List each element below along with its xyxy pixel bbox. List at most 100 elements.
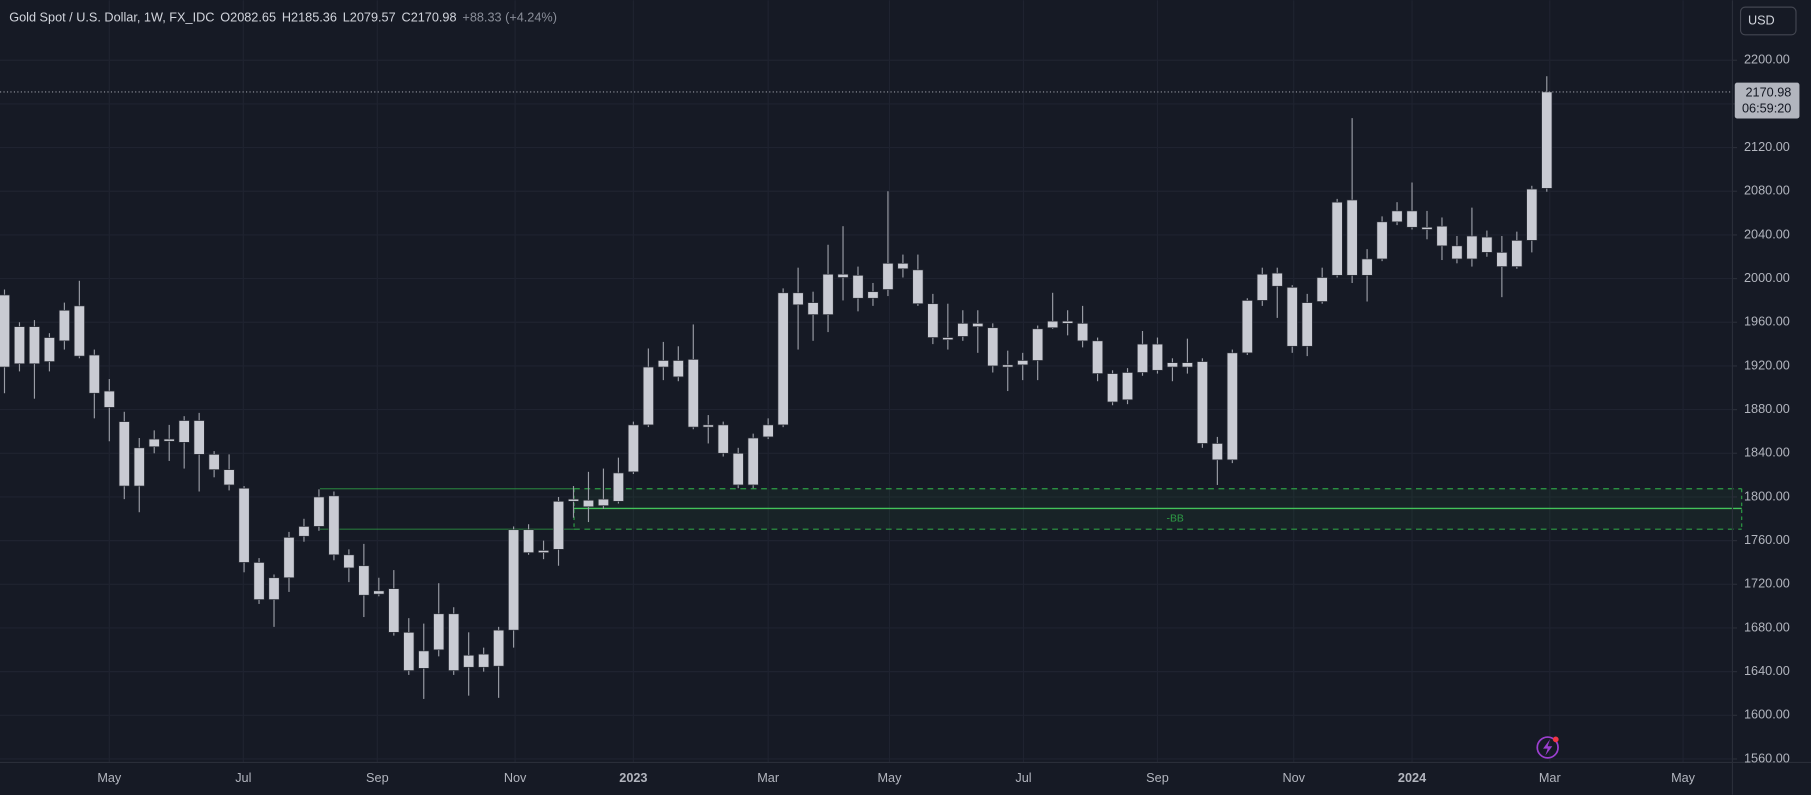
candle-body bbox=[478, 653, 490, 668]
low-value: 2079.57 bbox=[350, 11, 396, 25]
candle-body bbox=[747, 437, 759, 486]
alert-dot[interactable] bbox=[1552, 736, 1559, 743]
candle-body bbox=[1062, 320, 1074, 324]
y-tick-label: 2040.00 bbox=[1744, 227, 1790, 241]
candle-body bbox=[1032, 328, 1044, 361]
candle-body bbox=[538, 550, 550, 553]
candle-body bbox=[493, 629, 505, 667]
candle-body bbox=[73, 305, 85, 357]
currency-button-box[interactable] bbox=[1739, 6, 1797, 36]
candle-body bbox=[627, 424, 639, 473]
y-tick-label: 1920.00 bbox=[1744, 358, 1790, 372]
y-tick-label: 2120.00 bbox=[1744, 140, 1790, 154]
candle-body bbox=[867, 291, 879, 299]
close-value: 2170.98 bbox=[411, 11, 457, 25]
candle-body bbox=[1047, 320, 1059, 329]
currency-label[interactable]: USD bbox=[1748, 13, 1775, 27]
candle-body bbox=[642, 366, 654, 426]
x-tick-label: Sep bbox=[366, 771, 389, 785]
y-tick-label: 1960.00 bbox=[1744, 315, 1790, 329]
candle-body bbox=[298, 526, 310, 537]
price-label-countdown: 06:59:20 bbox=[1742, 102, 1791, 116]
alert-icon[interactable] bbox=[1536, 736, 1559, 759]
candle-body bbox=[1226, 352, 1238, 461]
candle-body bbox=[433, 613, 445, 651]
open-label: O bbox=[220, 11, 230, 25]
y-tick-label: 1600.00 bbox=[1744, 708, 1790, 722]
x-tick-label: May bbox=[1671, 771, 1696, 785]
candle-body bbox=[927, 303, 939, 338]
zone-label: -BB bbox=[1167, 514, 1184, 525]
candle-body bbox=[1151, 343, 1164, 371]
candle-body bbox=[268, 577, 280, 600]
y-tick-label: 1720.00 bbox=[1744, 577, 1790, 591]
candle-body bbox=[1511, 240, 1523, 267]
candle-body bbox=[1346, 199, 1358, 276]
high-value: 2185.36 bbox=[291, 11, 337, 25]
candle-body bbox=[1526, 188, 1538, 241]
candle-body bbox=[807, 302, 819, 315]
x-tick-label: Nov bbox=[504, 771, 527, 785]
candle-body bbox=[567, 498, 580, 502]
x-tick-label: Mar bbox=[757, 771, 780, 785]
x-tick-label: May bbox=[97, 771, 122, 785]
candle-body bbox=[193, 420, 205, 455]
candle-body bbox=[88, 354, 100, 394]
close-label: C bbox=[402, 11, 411, 25]
low-label: L bbox=[343, 11, 350, 25]
candle-body bbox=[1406, 210, 1418, 228]
candle-body bbox=[1181, 362, 1193, 368]
y-tick-label: 1800.00 bbox=[1744, 489, 1790, 503]
x-tick-label: Mar bbox=[1539, 771, 1562, 785]
y-tick-label: 1560.00 bbox=[1744, 751, 1790, 765]
symbol: Gold Spot / U.S. Dollar, 1W, FX_IDC bbox=[9, 11, 214, 25]
candle-body bbox=[1077, 323, 1089, 342]
candle-body bbox=[0, 294, 11, 368]
zone: -BB bbox=[319, 488, 1743, 530]
candle-body bbox=[822, 273, 834, 315]
candle-body bbox=[358, 565, 370, 596]
candle-body bbox=[882, 262, 894, 290]
candle-body bbox=[313, 496, 325, 527]
candle-body bbox=[552, 500, 565, 550]
candle-body bbox=[957, 323, 969, 337]
candle-body bbox=[343, 554, 355, 569]
candle-body bbox=[687, 359, 699, 428]
high-label: H bbox=[282, 11, 291, 25]
open-value: 2082.65 bbox=[230, 11, 276, 25]
candle-body bbox=[163, 438, 175, 442]
candle-body bbox=[508, 529, 520, 631]
candle-body bbox=[1496, 252, 1508, 267]
candle-body bbox=[1316, 277, 1328, 302]
y-tick-label: 1840.00 bbox=[1744, 446, 1790, 460]
candle-body bbox=[1451, 245, 1463, 260]
alert-circle[interactable] bbox=[1536, 736, 1559, 759]
candle-body bbox=[1211, 443, 1223, 461]
candle-body bbox=[1196, 361, 1208, 444]
candle-body bbox=[448, 613, 460, 671]
candles bbox=[0, 76, 1733, 699]
candle-body bbox=[1017, 360, 1029, 366]
candle-body bbox=[1136, 343, 1149, 373]
x-tick-label: Nov bbox=[1282, 771, 1305, 785]
candle-body bbox=[582, 499, 595, 508]
y-tick-label: 1680.00 bbox=[1744, 620, 1790, 634]
x-tick-label: Sep bbox=[1146, 771, 1169, 785]
candle-body bbox=[1436, 225, 1448, 247]
candle-body bbox=[1391, 210, 1403, 223]
candle-body bbox=[1361, 258, 1373, 276]
x-tick-label: Jul bbox=[1015, 771, 1031, 785]
candle-body bbox=[148, 438, 160, 448]
candle-body bbox=[1541, 91, 1553, 189]
x-tick-label: 2024 bbox=[1398, 771, 1426, 785]
alert-bolt[interactable] bbox=[1543, 739, 1553, 756]
candle-body bbox=[1286, 286, 1298, 347]
candle-body bbox=[403, 631, 415, 671]
candle-body bbox=[1376, 221, 1388, 260]
change: +88.33 (+4.24%) bbox=[462, 11, 557, 25]
candle-body bbox=[702, 424, 714, 428]
candle-body bbox=[118, 421, 130, 487]
currency-button[interactable]: USD bbox=[1739, 6, 1797, 36]
candle-body bbox=[1092, 340, 1104, 374]
